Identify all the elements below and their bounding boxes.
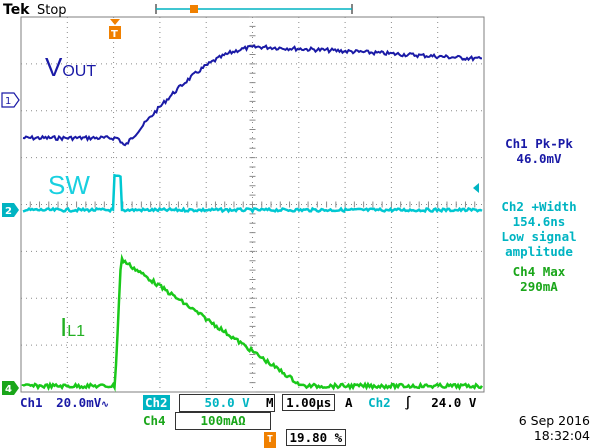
- ch1-marker[interactable]: 1: [1, 92, 20, 108]
- ch1-measurement-value: 46.0mV: [516, 151, 562, 166]
- ch4-scale-value: 100mAΩ: [175, 412, 272, 430]
- ch1-measurement-title: Ch1 Pk-Pk: [505, 136, 573, 151]
- ch2-measurement: Ch2 +Width 154.6ns Low signal amplitude: [486, 199, 592, 259]
- ch2-measurement-title: Ch2 +Width: [501, 199, 577, 214]
- ch4-scale-label: Ch4: [143, 413, 166, 428]
- trigger-readout[interactable]: A Ch2 ∫ 24.0 V: [345, 395, 476, 411]
- time-text: 18:32:04: [533, 428, 590, 443]
- rising-edge-icon: ∫: [404, 395, 412, 410]
- ch2-scale-readout[interactable]: Ch2 50.0 V: [143, 394, 276, 412]
- date-text: 6 Sep 2016: [518, 413, 590, 428]
- trigger-position-readout[interactable]: T 19.80 %: [264, 429, 347, 448]
- ch1-coupling-icon: ∿: [101, 400, 109, 410]
- ch2-scale-label: Ch2: [143, 395, 170, 410]
- brand-logo: Tek: [3, 2, 30, 18]
- ch1-scale-readout[interactable]: Ch1 20.0mV∿: [20, 395, 109, 411]
- ch1-vout-trace: [22, 43, 483, 147]
- ch1-scale-label: Ch1: [20, 395, 43, 410]
- ch2-scale-value: 50.0 V: [179, 394, 276, 412]
- il1-label: IL1: [60, 312, 86, 342]
- ch4-il1-trace: [21, 253, 484, 392]
- ch4-measurement-value: 290mA: [520, 279, 558, 294]
- svg-text:T: T: [111, 29, 118, 40]
- ch2-measurement-note-1: Low signal: [501, 229, 577, 244]
- svg-text:2: 2: [5, 206, 12, 217]
- ch2-measurement-note-2: amplitude: [505, 244, 573, 259]
- svg-text:1: 1: [5, 96, 11, 107]
- record-view-bar: [155, 4, 353, 14]
- vout-label: VOUT: [45, 52, 97, 82]
- timebase-prefix: M: [266, 395, 274, 410]
- trigger-mode: A: [345, 395, 353, 410]
- ch4-measurement: Ch4 Max 290mA: [486, 264, 592, 294]
- sw-label: SW: [48, 170, 90, 200]
- timebase-value: 1.00µs: [282, 394, 336, 411]
- run-status: Stop: [37, 3, 67, 18]
- svg-text:4: 4: [5, 384, 12, 395]
- ch4-scale-readout[interactable]: Ch4 100mAΩ: [143, 412, 272, 430]
- ch4-measurement-title: Ch4 Max: [512, 264, 566, 279]
- datetime-readout: 6 Sep 2016 18:32:04: [500, 413, 590, 445]
- trigger-position-value: 19.80 %: [285, 429, 347, 446]
- ch1-scale-value: 20.0mV: [56, 395, 102, 410]
- ch2-measurement-value: 154.6ns: [512, 214, 566, 229]
- ch4-marker[interactable]: 4: [2, 381, 19, 395]
- ch1-measurement: Ch1 Pk-Pk 46.0mV: [486, 136, 592, 166]
- trigger-position-marker[interactable]: T: [109, 19, 121, 40]
- timebase-readout[interactable]: M 1.00µs: [266, 394, 336, 411]
- trigger-position-icon: T: [264, 432, 276, 448]
- graticule-grid: [20, 16, 485, 393]
- trigger-level-arrow: [473, 183, 479, 193]
- trigger-level: 24.0 V: [431, 395, 477, 410]
- ch2-sw-trace: [22, 173, 483, 214]
- ch2-marker[interactable]: 2: [2, 203, 19, 217]
- trigger-source: Ch2: [368, 395, 391, 410]
